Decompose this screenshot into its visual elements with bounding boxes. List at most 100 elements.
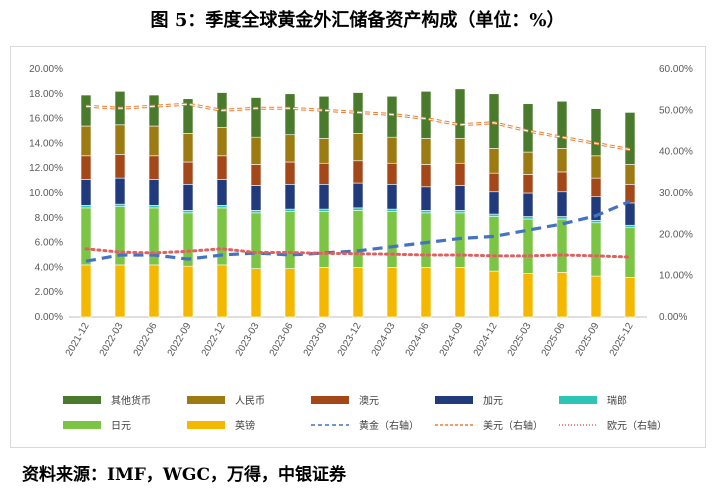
right-axis-tick-label: 0.00% — [659, 312, 687, 323]
bar-segment — [386, 95, 398, 138]
bar-segment — [386, 208, 398, 212]
bar-segment — [488, 93, 500, 149]
bar-segment — [318, 211, 330, 268]
bar-segment — [250, 136, 262, 165]
bar-segment — [522, 216, 534, 220]
line-series-gold — [85, 199, 631, 263]
bar-segment — [114, 177, 126, 205]
bar-segment — [488, 213, 500, 217]
bar-segment — [250, 210, 262, 214]
bar-segment — [216, 126, 228, 157]
bar-segment — [556, 272, 568, 318]
x-axis-tick-label: 2025-06 — [540, 321, 568, 359]
bar-segment — [624, 184, 636, 204]
x-axis-tick-label: 2024-03 — [370, 321, 398, 359]
bar-segment — [556, 100, 568, 149]
line-series-usd-core — [85, 103, 631, 151]
bar-segment — [420, 186, 432, 211]
bar-segment — [318, 138, 330, 164]
bar-segment — [182, 184, 194, 211]
bar-segment — [386, 136, 398, 164]
legend-label: 人民币 — [235, 395, 265, 407]
bar-segment — [454, 185, 466, 211]
bar-segment — [250, 212, 262, 269]
bar-segment — [624, 227, 636, 278]
left-axis-tick-label: 0.00% — [35, 312, 63, 323]
bar-segment — [352, 160, 364, 184]
bar-segment — [352, 207, 364, 211]
legend-label: 其他货币 — [111, 394, 151, 407]
bar-segment — [80, 179, 92, 206]
bar-segment — [556, 148, 568, 173]
left-axis-tick-label: 10.00% — [29, 188, 63, 199]
legend-label: 黄金（右轴） — [359, 419, 419, 432]
bar-segment — [590, 108, 602, 157]
bar-segment — [386, 211, 398, 268]
chart-frame: 0.00% 2.00% 4.00% 6.00% 8.00% 10.00% 12.00% 14.… — [10, 46, 706, 448]
bar-segment — [420, 267, 432, 318]
left-axis-tick-label: 4.00% — [35, 262, 63, 273]
bar-segment — [522, 151, 534, 175]
bar-segment — [420, 164, 432, 188]
left-axis-tick-label: 20.00% — [29, 64, 63, 75]
bar-segment — [624, 112, 636, 165]
bar-segment — [114, 203, 126, 207]
bar-segment — [80, 94, 92, 127]
bar-segment — [216, 264, 228, 318]
bar-segment — [352, 182, 364, 209]
bar-segment — [522, 103, 534, 153]
bar-segment — [488, 216, 500, 272]
bar-segment — [318, 184, 330, 210]
bar-segment — [590, 222, 602, 277]
bar-segment — [80, 205, 92, 209]
bar-segment — [352, 267, 364, 318]
x-axis-tick-label: 2023-03 — [234, 321, 262, 359]
x-axis-tick-label: 2023-06 — [268, 321, 296, 359]
bar-segment — [522, 218, 534, 274]
bar-segment — [488, 191, 500, 215]
bar-segment — [182, 210, 194, 214]
bar-segment — [182, 265, 194, 318]
bar-segment — [250, 164, 262, 186]
bar-segment — [624, 164, 636, 185]
legend-swatch — [63, 421, 101, 429]
x-axis-tick-label: 2024-09 — [438, 321, 466, 359]
bar-segment — [590, 177, 602, 198]
bar-segment — [284, 268, 296, 318]
bar-segment — [114, 264, 126, 318]
bar-segment — [454, 210, 466, 214]
bar-segment — [556, 171, 568, 193]
bar-segment — [386, 184, 398, 210]
bar-segment — [250, 268, 262, 318]
bar-segment — [148, 125, 160, 157]
bar-segment — [80, 155, 92, 180]
legend-swatch — [187, 396, 225, 404]
left-axis-tick-label: 18.00% — [29, 89, 63, 100]
bar-segment — [488, 148, 500, 174]
bar-segment — [216, 155, 228, 180]
bar-segment — [250, 185, 262, 211]
bar-segment — [148, 264, 160, 318]
chart-svg: 0.00% 2.00% 4.00% 6.00% 8.00% 10.00% 12.00% 14.… — [29, 64, 693, 432]
bar-segment — [148, 179, 160, 206]
bar-segment — [216, 205, 228, 209]
bar-segment — [148, 155, 160, 180]
bar-segment — [250, 97, 262, 138]
bar-segment — [590, 219, 602, 224]
left-axis-tick-label: 16.00% — [29, 114, 63, 125]
x-axis-tick-label: 2025-03 — [506, 321, 534, 359]
bar-segment — [386, 162, 398, 185]
bar-segment — [318, 208, 330, 212]
bar-segment — [454, 88, 466, 139]
legend-label: 日元 — [111, 421, 131, 432]
bar-segment — [556, 191, 568, 217]
bar-segment — [386, 267, 398, 318]
bar-segment — [148, 205, 160, 209]
bar-segment — [454, 267, 466, 318]
bar-segment — [284, 184, 296, 210]
bar-segment — [114, 124, 126, 155]
bar-segment — [454, 138, 466, 164]
x-axis-tick-label: 2022-09 — [166, 321, 194, 359]
bar-segment — [284, 134, 296, 163]
right-axis-tick-label: 10.00% — [659, 271, 693, 282]
